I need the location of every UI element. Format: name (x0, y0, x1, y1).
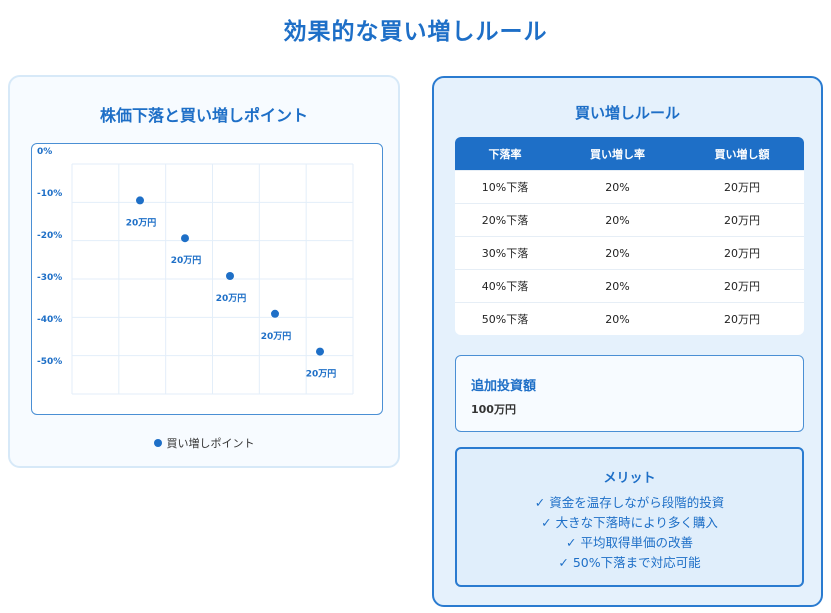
data-label: 20万円 (216, 293, 247, 304)
data-point (136, 196, 144, 205)
merits-title: メリット (603, 471, 656, 486)
cell-buy-rate: 20% (555, 170, 680, 204)
cell-drop-rate: 10%下落 (455, 170, 555, 204)
data-label: 20万円 (306, 369, 337, 380)
cell-buy-amount: 20万円 (680, 236, 804, 270)
data-label: 20万円 (171, 255, 202, 266)
rules-title: 買い増しルール (574, 104, 680, 122)
cell-buy-rate: 20% (555, 236, 680, 270)
cell-buy-rate: 20% (555, 269, 680, 303)
table-row: 20%下落 20% 20万円 (455, 203, 804, 237)
chart-legend: 買い増しポイント (10, 435, 398, 451)
chart-panel: 株価下落と買い増しポイント 0% -10% -20% -30% -40% -50% 20万円… (8, 75, 400, 468)
y-tick-label: -30% (37, 273, 62, 283)
data-label: 20万円 (261, 331, 292, 342)
merit-item: ✓ 大きな下落時により多く購入 (541, 515, 718, 530)
data-point (316, 347, 324, 356)
data-point (271, 309, 279, 318)
legend-marker (153, 439, 162, 447)
header-buy-rate: 買い増し率 (555, 137, 680, 171)
table-row: 30%下落 20% 20万円 (455, 236, 804, 270)
scatter-chart: 0% -10% -20% -30% -40% -50% 20万円 20万円 20万円 20万円 20… (37, 147, 354, 395)
investment-box: 追加投資額 100万円 (455, 355, 804, 432)
data-point (181, 234, 189, 243)
investment-label: 追加投資額 (471, 379, 537, 394)
y-tick-label: 0% (37, 147, 52, 157)
cell-drop-rate: 20%下落 (455, 203, 555, 237)
merits-list: ✓ 資金を温存しながら段階的投資 ✓ 大きな下落時により多く購入 ✓ 平均取得単… (457, 493, 802, 573)
rules-panel: 買い増しルール 下落率 買い増し率 買い増し額 10%下落 20% 20万円 2… (432, 76, 823, 607)
y-tick-label: -50% (37, 357, 62, 367)
rules-table: 下落率 買い増し率 買い増し額 10%下落 20% 20万円 20%下落 20%… (455, 137, 804, 335)
table-header-row: 下落率 買い増し率 買い増し額 (455, 137, 804, 171)
cell-buy-rate: 20% (555, 203, 680, 237)
cell-buy-rate: 20% (555, 302, 680, 335)
merits-box: メリット ✓ 資金を温存しながら段階的投資 ✓ 大きな下落時により多く購入 ✓ … (455, 447, 804, 587)
y-tick-label: -20% (37, 231, 62, 241)
data-label: 20万円 (126, 217, 157, 228)
cell-buy-amount: 20万円 (680, 269, 804, 303)
investment-value: 100万円 (471, 403, 516, 416)
merit-item: ✓ 資金を温存しながら段階的投資 (534, 495, 725, 510)
merit-item: ✓ 50%下落まで対応可能 (558, 555, 701, 570)
cell-buy-amount: 20万円 (680, 170, 804, 204)
y-tick-label: -40% (37, 315, 62, 325)
cell-buy-amount: 20万円 (680, 302, 804, 335)
table-row: 10%下落 20% 20万円 (455, 170, 804, 204)
cell-drop-rate: 40%下落 (455, 269, 555, 303)
chart-area: 0% -10% -20% -30% -40% -50% 20万円 20万円 20万円 20万円 20… (31, 143, 383, 415)
table-row: 40%下落 20% 20万円 (455, 269, 804, 303)
cell-buy-amount: 20万円 (680, 203, 804, 237)
header-buy-amount: 買い増し額 (680, 137, 804, 171)
data-point (226, 272, 234, 280)
y-tick-label: -10% (37, 189, 62, 199)
table-row: 50%下落 20% 20万円 (455, 302, 804, 335)
header-drop-rate: 下落率 (455, 137, 555, 171)
cell-drop-rate: 50%下落 (455, 302, 555, 335)
chart-title: 株価下落と買い増しポイント (99, 106, 308, 125)
legend-label: 買い増しポイント (166, 437, 255, 450)
page-title: 効果的な買い増しルール (283, 19, 548, 45)
merit-item: ✓ 平均取得単価の改善 (566, 535, 693, 550)
cell-drop-rate: 30%下落 (455, 236, 555, 270)
